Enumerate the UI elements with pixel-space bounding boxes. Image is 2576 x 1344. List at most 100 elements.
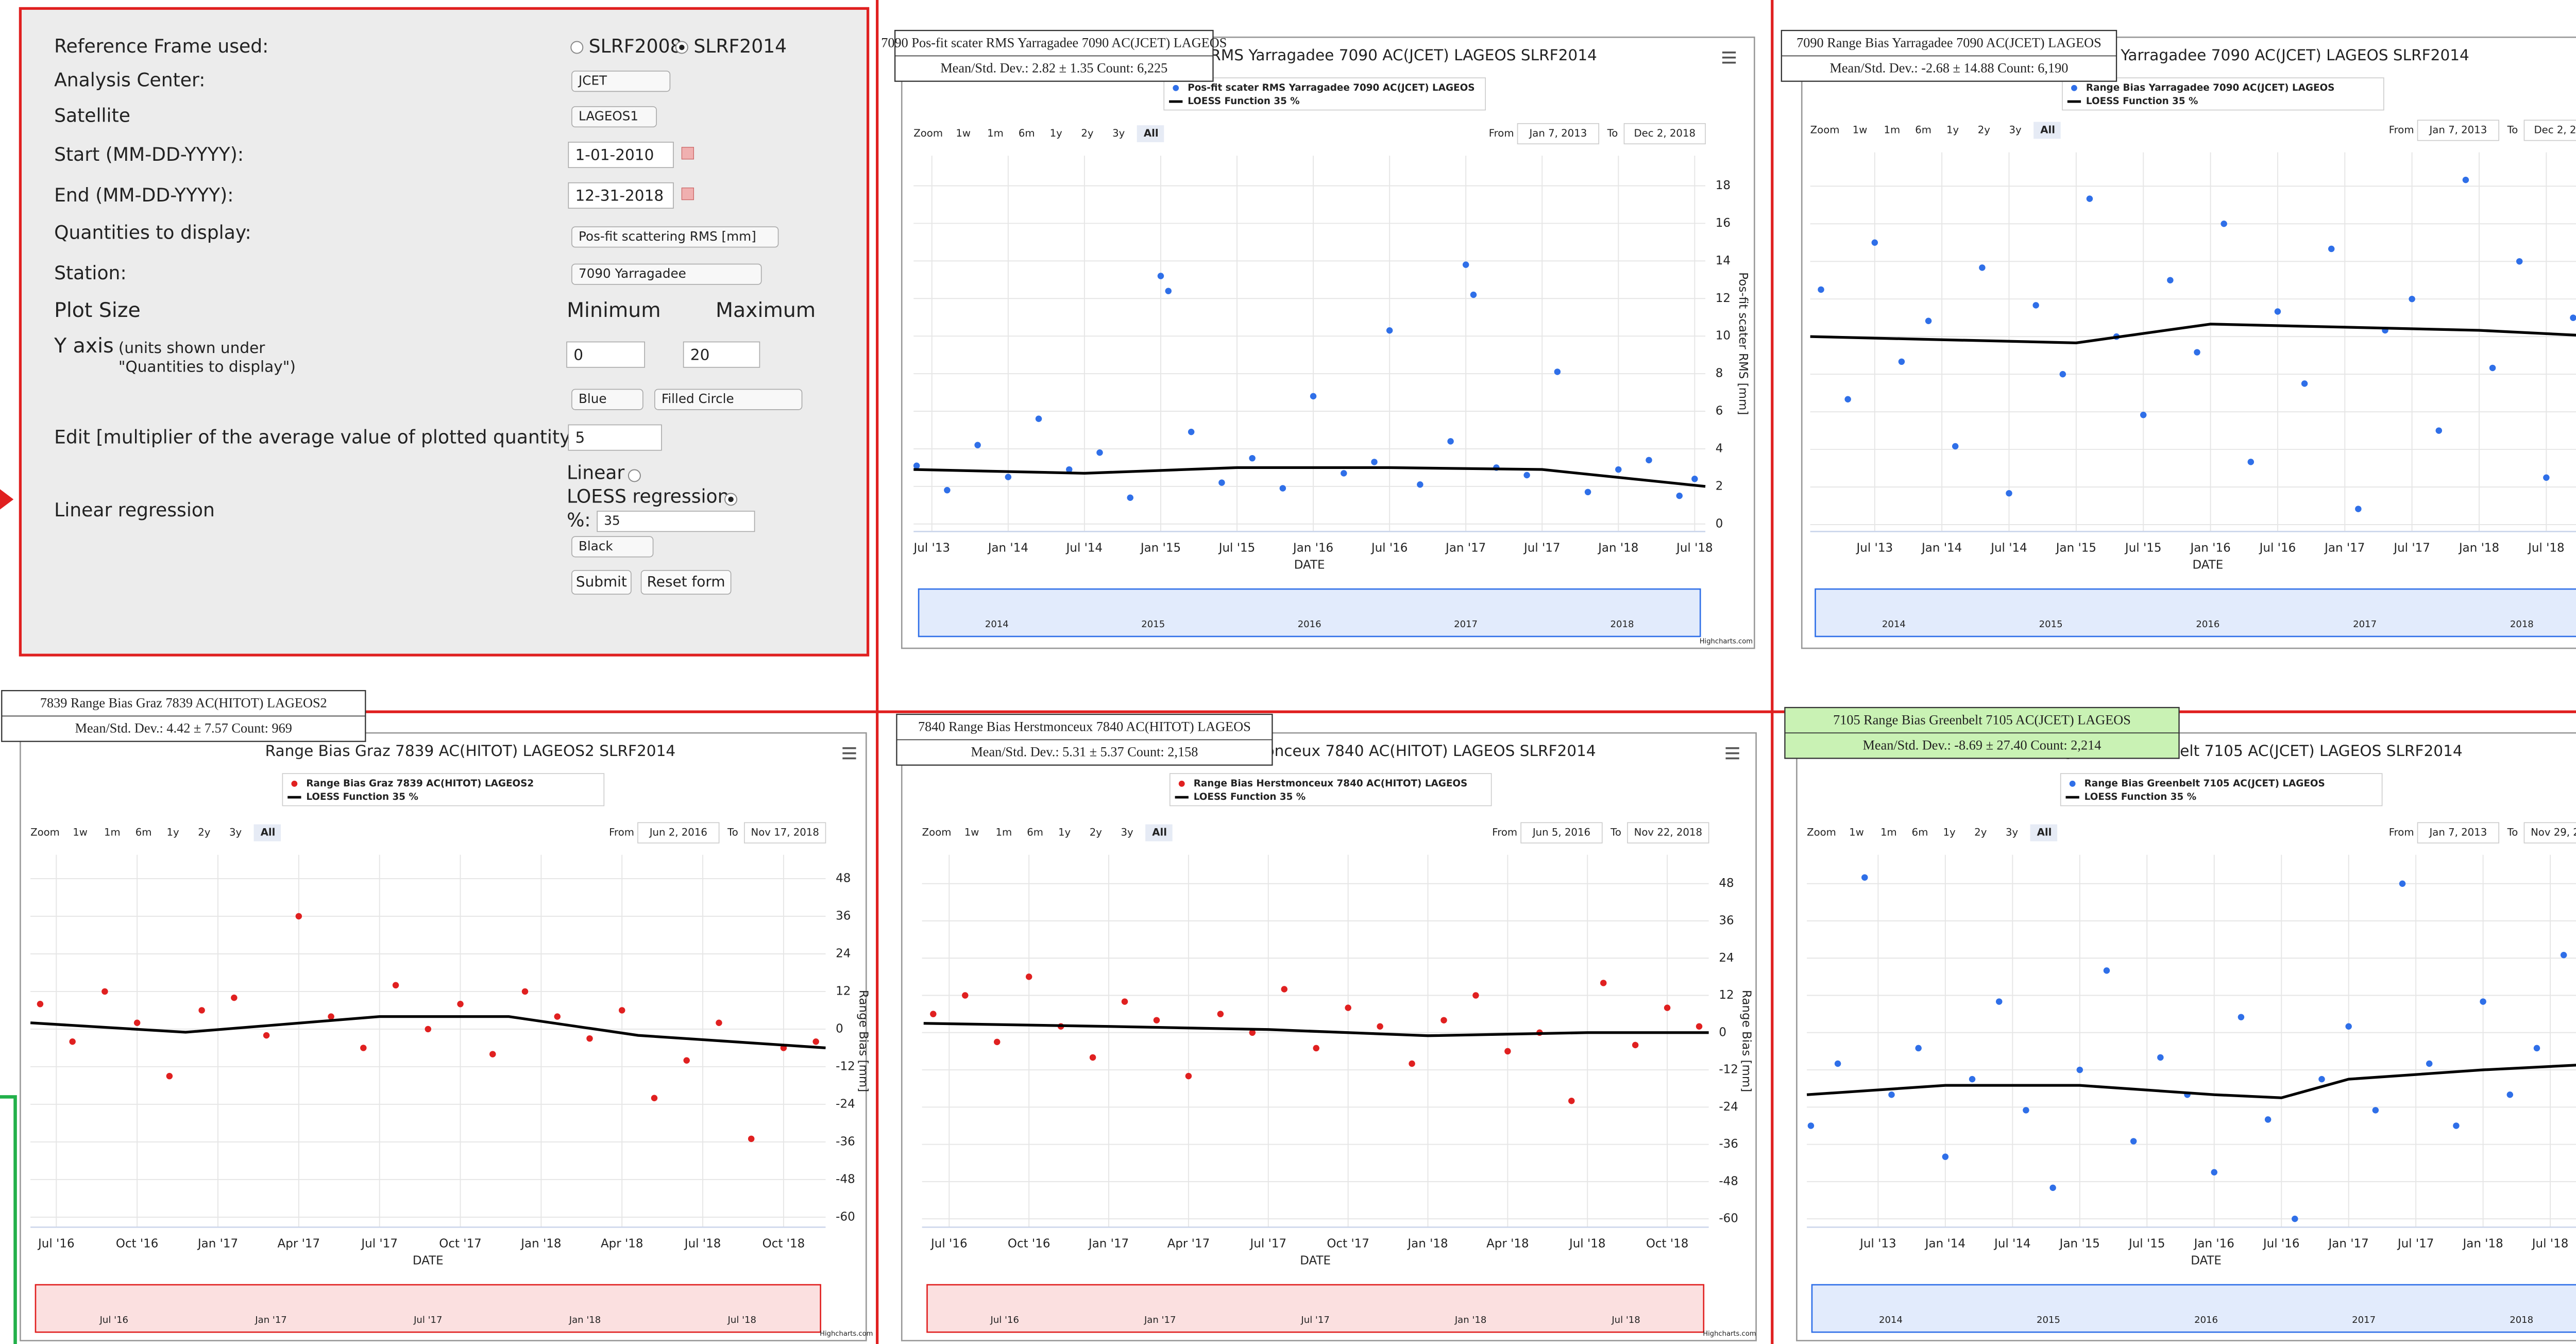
navigator[interactable] [1815,588,2576,637]
to-date: Dec 2, 2018 [1634,127,1696,139]
input[interactable] [566,341,645,368]
calendar-icon[interactable] [681,147,694,160]
zoom-button[interactable]: 6m [1019,127,1035,139]
zoom-button[interactable]: All [261,827,276,838]
y-tick-label: -36 [1719,1137,1738,1151]
x-tick-label: Jan '17 [1445,542,1486,555]
date-input[interactable] [637,822,720,844]
x-tick-label: Jan '18 [520,1237,561,1251]
zoom-button[interactable]: 2y [1081,127,1094,139]
x-tick-label: Oct '17 [1327,1237,1369,1251]
data-point [1691,476,1698,482]
navigator[interactable] [35,1284,821,1333]
zoom-button[interactable]: 1m [1880,827,1897,838]
zoom-button[interactable]: 6m [135,827,152,838]
data-point [1121,998,1128,1005]
zoom-button[interactable]: 6m [1912,827,1928,838]
date-input[interactable] [1520,822,1603,844]
x-tick-label: Jul '16 [1370,542,1408,555]
date-input[interactable] [744,822,826,844]
data-point [994,1038,1001,1046]
radio[interactable] [628,469,641,482]
navigator-label: Jul '16 [99,1315,128,1325]
zoom-button[interactable]: 3y [1121,827,1134,838]
select[interactable] [654,389,803,410]
data-point [2506,1091,2514,1098]
zoom-button[interactable]: All [1152,827,1167,838]
zoom-button[interactable]: 1y [1946,124,1959,136]
label: Analysis Center: [54,69,205,91]
y-tick-label: 0 [1719,1026,1726,1039]
submit-button[interactable] [571,570,632,595]
zoom-button[interactable]: 1m [996,827,1012,838]
zoom-button[interactable]: 1w [956,127,971,139]
zoom-button[interactable]: All [1144,127,1159,139]
zoom-button[interactable]: 3y [1112,127,1125,139]
y-tick-label: 8 [1716,367,1723,380]
legend-label: LOESS Function 35 % [2086,96,2198,107]
data-point [1025,973,1032,980]
input[interactable] [597,511,755,532]
navigator-label: Jul '18 [727,1315,756,1325]
data-point [2453,1122,2460,1129]
date-input[interactable] [2523,822,2576,844]
date-input[interactable] [2417,120,2499,141]
zoom-button[interactable]: 1y [1058,827,1071,838]
select-value: Filled Circle [662,391,734,406]
select[interactable] [571,226,779,248]
zoom-button[interactable]: 2y [198,827,211,838]
navigator[interactable] [918,588,1701,637]
zoom-button[interactable]: 1w [964,827,979,838]
zoom-button[interactable]: 1w [73,827,88,838]
zoom-button[interactable]: 3y [2009,124,2022,136]
zoom-button[interactable]: 2y [1974,827,1987,838]
date-input[interactable] [1623,123,1706,145]
zoom-button[interactable]: All [2037,827,2052,838]
select[interactable] [571,106,657,128]
date-input[interactable] [1517,123,1600,145]
reset-button[interactable] [640,570,732,595]
label: Satellite [54,105,130,127]
zoom-button[interactable]: 1y [1943,827,1956,838]
zoom-button[interactable]: 1m [104,827,121,838]
zoom-button[interactable]: 1m [1884,124,1901,136]
to-label: To [1607,127,1618,139]
data-point [2328,245,2335,253]
select[interactable] [571,263,762,285]
date-input[interactable] [2523,120,2576,141]
zoom-button[interactable]: 6m [1027,827,1043,838]
zoom-button[interactable]: 1y [166,827,179,838]
zoom-button[interactable]: 2y [1978,124,1991,136]
x-tick-label: Jul '17 [1523,542,1561,555]
date-input[interactable] [1627,822,1709,844]
calendar-icon[interactable] [681,187,694,200]
zoom-button[interactable]: 3y [229,827,242,838]
zoom-button[interactable]: 6m [1915,124,1931,136]
navigator-label: 2018 [2510,619,2534,630]
panel-frame [20,732,867,1341]
input[interactable] [568,142,674,168]
select[interactable] [571,536,654,558]
zoom-button[interactable]: 2y [1090,827,1103,838]
zoom-label: Zoom [922,827,952,838]
zoom-button[interactable]: 1w [1849,827,1864,838]
select[interactable] [571,389,643,410]
data-point [1218,479,1225,486]
zoom-button[interactable]: 1m [987,127,1004,139]
radio[interactable] [570,41,584,54]
input[interactable] [568,424,662,451]
input[interactable] [683,341,760,368]
data-point [2355,506,2362,512]
zoom-button[interactable]: 3y [2006,827,2019,838]
data-point [2489,364,2496,372]
zoom-button[interactable]: 1y [1050,127,1063,139]
navigator[interactable] [1811,1284,2576,1333]
zoom-button[interactable]: All [2040,124,2055,136]
select[interactable] [571,71,671,92]
data-point [1005,474,1012,480]
zoom-button[interactable]: 1w [1853,124,1868,136]
date-input[interactable] [2417,822,2499,844]
input[interactable] [568,182,674,209]
to-label: To [2507,124,2518,136]
navigator[interactable] [926,1284,1705,1333]
